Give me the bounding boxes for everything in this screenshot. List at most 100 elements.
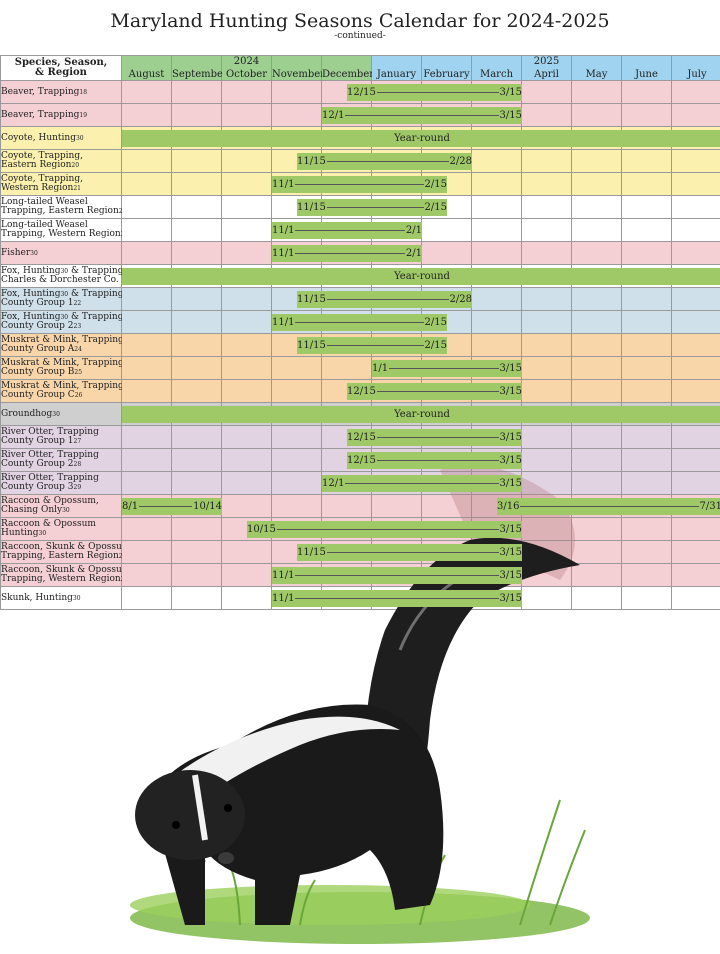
month-cell xyxy=(521,218,572,242)
season-bar: 11/1 2/15 xyxy=(272,176,447,193)
month-cell xyxy=(221,471,272,495)
month-cell: 10/15 3/15 xyxy=(121,517,522,541)
month-cell xyxy=(171,241,222,265)
month-cell xyxy=(171,425,222,449)
month-cell xyxy=(521,517,572,541)
month-cell xyxy=(671,149,720,173)
month-cell xyxy=(221,494,272,518)
month-cell xyxy=(671,540,720,564)
season-end-date: 3/15 xyxy=(499,363,522,374)
month-cell xyxy=(521,241,572,265)
month-cell xyxy=(671,471,720,495)
month-cell xyxy=(571,103,622,127)
month-cell xyxy=(521,586,572,610)
season-end-date: 3/15 xyxy=(499,570,522,581)
month-cell: 12/15 3/15 xyxy=(121,448,522,472)
season-row: Skunk, Hunting30 11/1 3/15 xyxy=(0,586,720,610)
month-cell xyxy=(671,356,720,380)
species-label: Muskrat & Mink, Trapping County Group B25 xyxy=(0,356,124,380)
month-cell xyxy=(271,356,322,380)
month-cell xyxy=(221,379,272,403)
season-bar: 12/15 3/15 xyxy=(347,429,522,446)
month-cell xyxy=(671,517,720,541)
month-header: May xyxy=(571,55,622,81)
month-cell xyxy=(571,540,622,564)
month-cell xyxy=(621,195,672,219)
species-label: Groundhog30 xyxy=(0,402,122,426)
month-cell xyxy=(171,448,222,472)
month-cell xyxy=(171,172,222,196)
season-bar: 3/16 7/31 xyxy=(497,498,720,515)
month-cell xyxy=(221,448,272,472)
month-cell xyxy=(221,425,272,449)
season-row: Raccoon & Opossum, Chasing Only30 8/1 10/14… xyxy=(0,494,720,518)
season-end-date: 3/15 xyxy=(499,455,522,466)
month-header: February xyxy=(421,55,472,81)
month-cell xyxy=(571,425,622,449)
month-cell xyxy=(671,103,720,127)
month-cell: 11/15 3/15 xyxy=(121,540,522,564)
month-cell xyxy=(221,80,272,104)
month-cell xyxy=(621,540,672,564)
season-row: Muskrat & Mink, Trapping County Group A24… xyxy=(0,333,720,357)
season-start-date: 11/15 xyxy=(297,340,326,351)
month-cell xyxy=(621,172,672,196)
month-cell xyxy=(171,310,222,334)
page-title: Maryland Hunting Seasons Calendar for 20… xyxy=(110,10,610,32)
month-cell xyxy=(621,379,672,403)
month-cell xyxy=(221,218,272,242)
month-cell xyxy=(571,356,622,380)
month-cell xyxy=(171,80,222,104)
month-cell xyxy=(521,287,572,311)
year-round-label: Year-round xyxy=(394,271,450,282)
season-end-date: 2/15 xyxy=(424,179,447,190)
month-cell xyxy=(621,241,672,265)
month-cell xyxy=(221,310,272,334)
month-cell xyxy=(471,241,522,265)
season-row: Coyote, Trapping, Western Region21 11/1 2/1… xyxy=(0,172,720,196)
season-end-date: 3/15 xyxy=(499,547,522,558)
month-cell xyxy=(571,333,622,357)
month-cell xyxy=(221,540,272,564)
species-label: Raccoon & Opossum Hunting30 xyxy=(0,517,122,541)
season-dash-line xyxy=(139,506,192,507)
season-start-date: 3/16 xyxy=(497,501,520,512)
month-cell xyxy=(271,103,322,127)
species-label: Fox, Hunting30 & Trapping County Group 22… xyxy=(0,310,123,334)
season-start-date: 11/15 xyxy=(297,547,326,558)
season-bar: 11/15 2/15 xyxy=(297,337,447,354)
season-bar: 11/1 2/1 xyxy=(272,245,422,262)
month-cell xyxy=(471,218,522,242)
month-cell xyxy=(571,172,622,196)
month-cell xyxy=(621,333,672,357)
month-cell xyxy=(471,287,522,311)
month-cell xyxy=(521,379,572,403)
season-start-date: 11/1 xyxy=(272,317,295,328)
year-label-2025: 2025 xyxy=(533,56,560,67)
season-end-date: 2/15 xyxy=(424,317,447,328)
season-dash-line xyxy=(295,598,499,599)
month-cell xyxy=(571,218,622,242)
season-bar: 12/1 3/15 xyxy=(322,475,522,492)
season-start-date: 8/1 xyxy=(122,501,139,512)
season-row: Raccoon, Skunk & Opossum Trapping, Easter… xyxy=(0,540,720,564)
season-row: Fox, Hunting30 & Trapping County Group 22… xyxy=(0,310,720,334)
month-cell xyxy=(521,172,572,196)
month-cell xyxy=(621,471,672,495)
season-bar: 11/1 3/15 xyxy=(272,567,522,584)
species-label: Fox, Hunting30 & Trapping County Group 12… xyxy=(0,287,123,311)
season-end-date: 2/1 xyxy=(405,248,422,259)
season-start-date: 1/1 xyxy=(372,363,389,374)
month-cell xyxy=(521,80,572,104)
season-row: Muskrat & Mink, Trapping County Group B25… xyxy=(0,356,720,380)
season-start-date: 10/15 xyxy=(247,524,276,535)
month-cell xyxy=(621,218,672,242)
month-cell xyxy=(421,494,472,518)
month-cell xyxy=(671,218,720,242)
month-cell xyxy=(621,586,672,610)
season-dash-line xyxy=(295,575,499,576)
month-cell xyxy=(171,103,222,127)
month-cell xyxy=(621,149,672,173)
month-cell xyxy=(171,287,222,311)
month-cell xyxy=(671,379,720,403)
